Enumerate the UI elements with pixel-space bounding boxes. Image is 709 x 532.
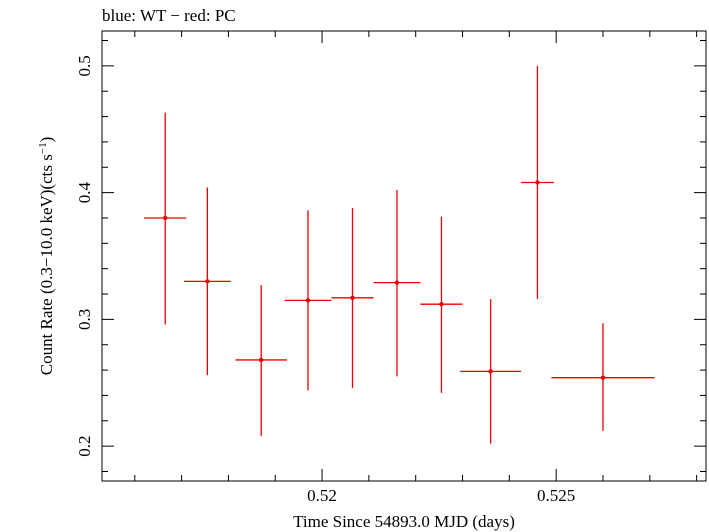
chart-title: blue: WT − red: PC xyxy=(102,6,236,25)
point-marker xyxy=(258,357,264,363)
point-marker xyxy=(205,279,210,284)
y-tick-label: 0.4 xyxy=(75,181,94,203)
point-marker xyxy=(600,375,606,380)
point-marker xyxy=(535,180,540,185)
y-axis-label: Count Rate (0.3−10.0 keV)(cts s−1) xyxy=(37,137,56,376)
y-axis-label-exponent: −1 xyxy=(37,142,49,154)
y-axis-label-close: ) xyxy=(37,137,56,143)
data-point xyxy=(235,285,287,436)
x-tick-label: 0.52 xyxy=(307,486,337,505)
y-tick-label: 0.2 xyxy=(75,436,94,457)
x-tick-label: 0.525 xyxy=(537,486,575,505)
point-marker xyxy=(305,298,311,303)
data-point xyxy=(373,190,421,377)
y-tick-label: 0.3 xyxy=(75,309,94,330)
point-marker xyxy=(163,215,168,221)
data-point xyxy=(420,216,463,393)
point-marker xyxy=(394,280,400,285)
data-points xyxy=(144,65,655,444)
y-axis-label-main: Count Rate (0.3−10.0 keV)(cts s xyxy=(37,154,56,375)
data-point xyxy=(551,323,655,431)
x-axis-label: Time Since 54893.0 MJD (days) xyxy=(293,512,515,531)
plot-frame xyxy=(101,30,707,482)
y-tick-label: 0.5 xyxy=(75,55,94,76)
data-point xyxy=(521,65,554,300)
point-marker xyxy=(488,369,493,374)
data-point xyxy=(183,187,231,376)
data-point xyxy=(460,299,522,444)
point-marker xyxy=(350,295,355,301)
point-marker xyxy=(439,301,444,307)
data-point xyxy=(144,112,187,325)
data-point xyxy=(284,210,332,391)
data-point xyxy=(331,207,374,388)
axes: 0.52 0.525 0.2 0.3 0.4 0.5 xyxy=(75,31,706,505)
